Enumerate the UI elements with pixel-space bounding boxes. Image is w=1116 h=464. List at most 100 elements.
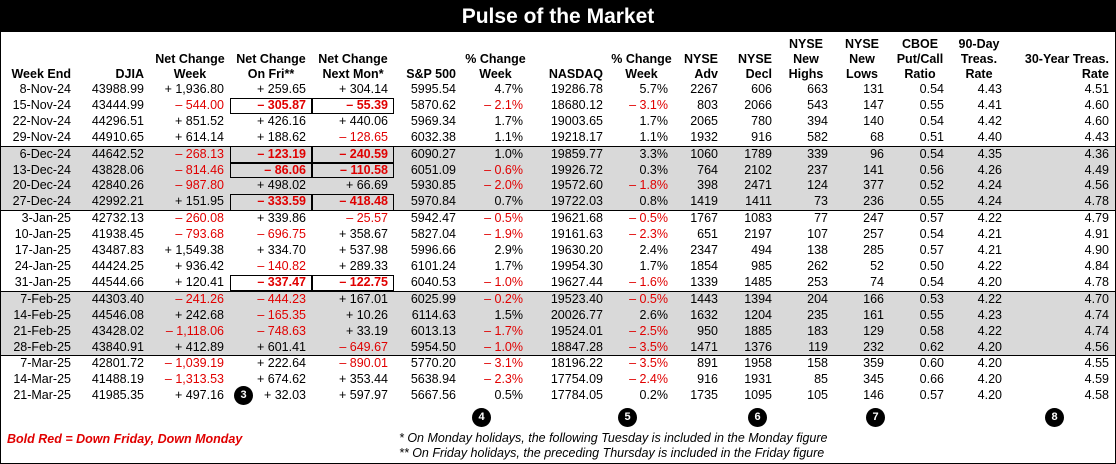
table-cell: – 814.46 (150, 162, 230, 179)
table-cell: 4.20 (977, 274, 1002, 289)
table-cell: 19621.68 (529, 210, 609, 228)
table-cell: 764 (674, 162, 724, 179)
table-cell: 19954.30 (550, 258, 603, 273)
table-cell: 4.91 (1084, 227, 1109, 242)
table-cell: 1376 (724, 339, 778, 356)
table-cell: 916 (751, 129, 772, 144)
table-cell: 2471 (724, 178, 778, 195)
table-cell: 19286.78 (550, 82, 603, 96)
table-cell: + 188.62 (256, 129, 306, 144)
table-cell: 166 (834, 290, 890, 308)
table-cell: 73 (778, 194, 834, 211)
table-cell: 105 (807, 388, 828, 403)
table-cell: 18196.22 (529, 355, 609, 373)
table-cell: 6114.63 (394, 307, 462, 324)
table-cell: 0.54 (919, 227, 944, 242)
table-cell: 0.53 (890, 290, 950, 308)
table-cell: 4.78 (1084, 274, 1109, 289)
table-cell: 1735 (690, 388, 718, 403)
table-cell: + 66.69 (312, 178, 394, 195)
table-cell: 14-Mar-25 (13, 372, 71, 387)
table-row: 7-Feb-25 44303.40– 241.26– 444.23 + 167.01… (1, 290, 1115, 308)
table-row: 7-Mar-25 42801.72– 1,039.19 + 222.64– 890.… (1, 355, 1115, 373)
table-cell: – 123.19 (230, 145, 312, 163)
table-cell: + 151.95 (150, 194, 230, 211)
column-header: NYSE New Highs (788, 37, 824, 81)
table-cell: 44424.25 (91, 258, 144, 273)
table-cell: 5942.47 (394, 210, 462, 228)
table-cell: – 333.59 (230, 194, 312, 211)
column-header: NYSE New Lows (844, 37, 880, 81)
column-header: 90-Day Treas. Rate (958, 37, 1000, 81)
table-cell: 138 (807, 243, 828, 258)
table-cell: 0.52 (890, 178, 950, 195)
table-cell: + 498.02 (230, 178, 312, 195)
table-cell: + 537.98 (338, 243, 388, 258)
footnote-badge-4: 4 (472, 408, 491, 427)
table-cell: 19572.60 (529, 178, 609, 195)
table-cell: 17784.05 (550, 388, 603, 403)
table-cell: 4.20 (977, 388, 1002, 403)
table-cell: 1095 (744, 388, 772, 403)
table-cell: 1394 (724, 290, 778, 308)
table-cell: – 1.8% (609, 178, 674, 195)
table-cell: – 987.80 (150, 178, 230, 195)
table-cell: – 1.0% (484, 274, 523, 289)
table-cell: + 289.33 (338, 258, 388, 273)
table-cell: 44546.08 (77, 307, 150, 324)
table-cell: 494 (751, 243, 772, 258)
table-cell: 96 (834, 145, 890, 163)
table-cell: – 649.67 (312, 339, 394, 356)
table-cell: 4.42 (977, 113, 1002, 128)
table-cell: 4.58 (1084, 388, 1109, 403)
table-cell: 4.43 (977, 82, 1002, 96)
table-cell: 4.78 (1008, 194, 1115, 211)
table-cell: 359 (834, 355, 890, 373)
table-cell: 4.59 (1084, 372, 1109, 387)
table-cell: 5970.84 (394, 194, 462, 211)
table-cell: 1885 (724, 323, 778, 340)
table-header-row: Week End DJIA Net Change Week Net Change On… (1, 35, 1115, 82)
table-cell: 5930.85 (394, 178, 462, 195)
table-cell: 42992.21 (77, 194, 150, 211)
column-header: % Change Week (611, 52, 672, 81)
table-cell: 19218.17 (550, 129, 603, 144)
table-cell: 2267 (690, 82, 718, 96)
table-cell: 5995.54 (410, 82, 456, 96)
table-cell: 4.21 (977, 227, 1002, 242)
table-cell: 4.84 (1084, 258, 1109, 273)
table-row: 8-Nov-24 43988.99 + 1,936.80 + 259.65 + 304.… (1, 82, 1115, 98)
table-cell: 582 (807, 129, 828, 144)
table-cell: – 444.23 (230, 290, 312, 308)
table-cell: + 353.44 (338, 372, 388, 387)
table-cell: 232 (834, 339, 890, 356)
table-cell: 1767 (674, 210, 724, 228)
table-cell: – 3.1% (462, 355, 529, 373)
table-cell: 285 (863, 243, 884, 258)
table-cell: 4.20 (977, 372, 1002, 387)
table-cell: – 0.2% (462, 290, 529, 308)
column-header: Net Change Week (155, 52, 225, 81)
table-cell: 42801.72 (77, 355, 150, 373)
footnote-badge-7: 7 (866, 408, 885, 427)
table-cell: 394 (807, 113, 828, 128)
table-cell: + 334.70 (256, 243, 306, 258)
table-cell: 5996.66 (410, 243, 456, 258)
table-row: 21-Feb-25 43428.02– 1,118.06– 748.63 + 33.… (1, 323, 1115, 340)
table-cell: 5638.94 (410, 372, 456, 387)
table-cell: – 748.63 (230, 323, 312, 340)
table-cell: 19627.44 (550, 274, 603, 289)
table-cell: 4.22 (950, 290, 1008, 308)
table-cell: 4.26 (950, 162, 1008, 179)
table-cell: – 1.9% (484, 227, 523, 242)
table-cell: 1419 (674, 194, 724, 211)
table-cell: 158 (778, 355, 834, 373)
table-cell: 4.74 (1008, 323, 1115, 340)
table-cell: + 597.97 (338, 388, 388, 403)
table-cell: – 305.87 (230, 97, 312, 114)
table-cell: 41488.19 (91, 372, 144, 387)
table-cell: 129 (834, 323, 890, 340)
table-cell: 0.8% (609, 194, 674, 211)
table-row: 13-Dec-24 43828.06– 814.46– 86.06– 110.58… (1, 162, 1115, 179)
table-cell: 8-Nov-24 (19, 82, 71, 96)
